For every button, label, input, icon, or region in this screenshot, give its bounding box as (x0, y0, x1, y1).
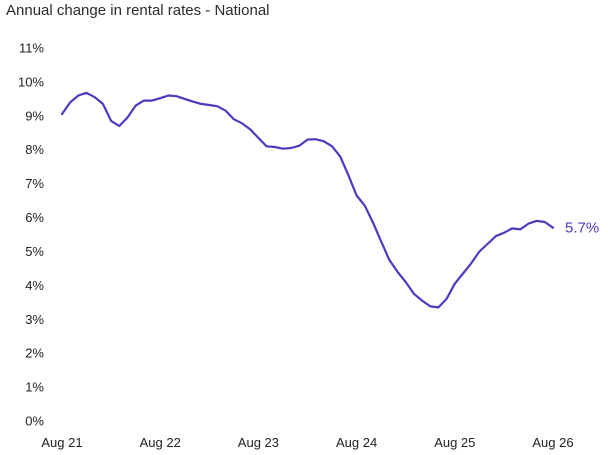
x-tick-label: Aug 22 (140, 435, 181, 450)
y-tick-label: 0% (25, 414, 44, 429)
y-tick-label: 11% (19, 41, 44, 56)
x-axis-tick-labels: Aug 21 Aug 22 Aug 23 Aug 24 Aug 25 Aug 26 (41, 435, 573, 450)
x-tick-label: Aug 26 (532, 435, 573, 450)
y-tick-label: 3% (25, 312, 44, 327)
x-tick-label: Aug 23 (238, 435, 279, 450)
y-tick-label: 10% (18, 74, 44, 89)
y-tick-label: 2% (25, 346, 44, 361)
y-tick-label: 4% (25, 278, 44, 293)
series-group (60, 91, 555, 309)
x-tick-label: Aug 25 (434, 435, 475, 450)
y-tick-label: 6% (25, 210, 44, 225)
end-value-label: 5.7% (565, 220, 599, 237)
y-axis-tick-labels: 0% 1% 2% 3% 4% 5% 6% 7% 8% 9% 10% 11% (18, 41, 44, 429)
x-tick-label: Aug 24 (336, 435, 377, 450)
y-tick-label: 7% (25, 176, 44, 191)
series-line (60, 91, 555, 309)
x-tick-label: Aug 21 (41, 435, 82, 450)
y-tick-label: 9% (25, 108, 44, 123)
y-tick-label: 5% (25, 244, 44, 259)
y-tick-label: 1% (25, 380, 44, 395)
chart-title: Annual change in rental rates - National (6, 2, 270, 19)
y-tick-label: 8% (25, 142, 44, 157)
